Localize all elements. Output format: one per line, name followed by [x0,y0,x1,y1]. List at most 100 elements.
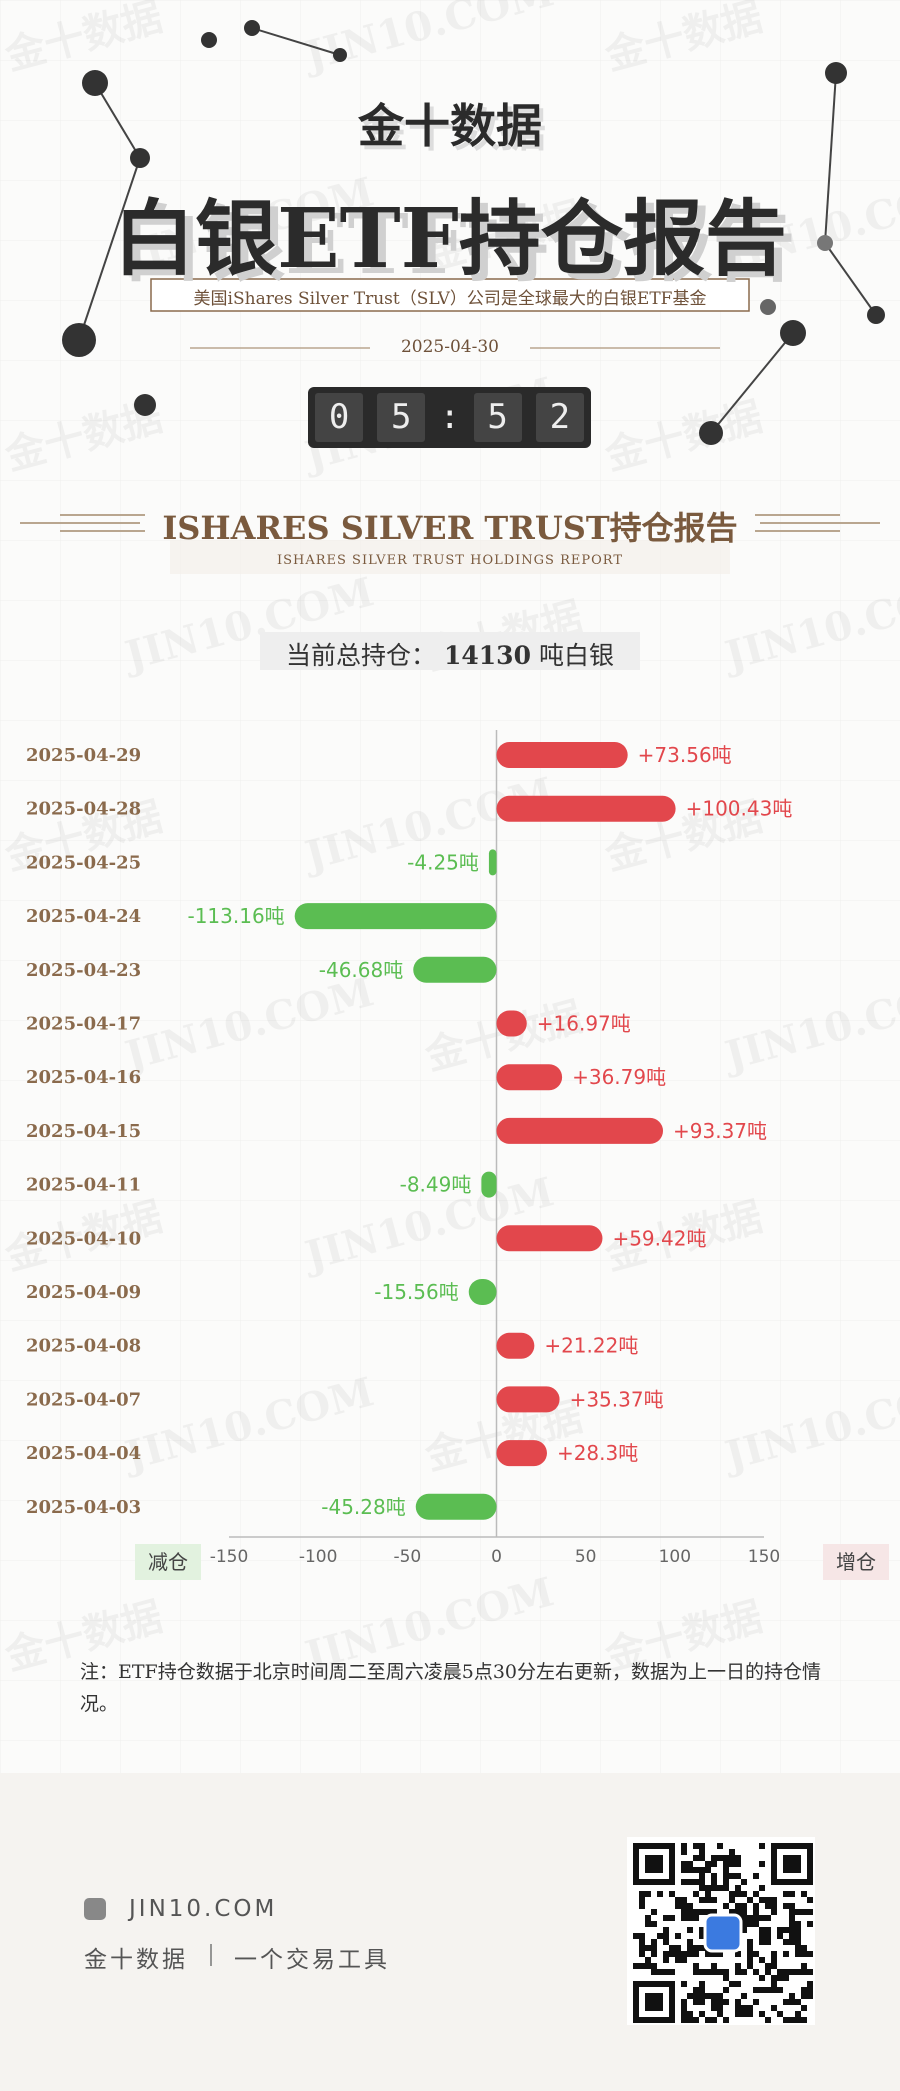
qr-cell [705,1885,711,1891]
bar [496,1117,664,1144]
bar [468,1279,497,1305]
category-label: 2025-04-08 [26,1336,141,1357]
qr-cell [651,1909,657,1915]
qr-finder [783,1855,801,1873]
subtitle: 美国iShares Silver Trust（SLV）公司是全球最大的白银ETF… [193,289,707,309]
qr-cell [771,1903,777,1909]
qr-cell [753,1915,759,1921]
qr-cell [765,2017,771,2023]
qr-cell [675,1903,681,1909]
subtitle-box [150,278,750,312]
category-label: 2025-04-10 [26,1228,141,1249]
qr-cell [795,2011,801,2017]
qr-cell [747,1963,753,1969]
qr-cell [801,2017,807,2023]
qr-cell [711,1873,717,1879]
qr-cell [711,1897,717,1903]
qr-cell [651,1921,657,1927]
qr-cell [729,1891,735,1897]
qr-cell [759,2011,765,2017]
bar [415,1493,497,1520]
qr-cell [801,1963,807,1969]
qr-cell [705,1891,711,1897]
qr-cell [717,1885,723,1891]
qr-cell [681,1915,687,1921]
qr-cell [771,1957,777,1963]
qr-cell [765,1903,771,1909]
qr-cell [663,1933,669,1939]
qr-cell [633,1933,639,1939]
bar [496,1225,603,1252]
qr-cell [747,1951,753,1957]
qr-cell [645,1921,651,1927]
brand: 金十数据 [358,99,542,153]
qr-cell [735,1891,741,1897]
total-value: 14130 [444,641,531,670]
qr-cell [711,2017,717,2023]
qr-cell [759,1933,765,1939]
qr-cell [789,1999,795,2005]
qr-cell [669,1891,675,1897]
qr-cell [693,1987,699,1993]
qr-cell [777,1969,783,1975]
qr-cell [693,1945,699,1951]
qr-cell [699,1987,705,1993]
qr-cell [687,1993,693,1999]
qr-cell [693,1969,699,1975]
category-label: 2025-04-25 [26,852,141,873]
value-label: +73.56吨 [638,743,732,767]
qr-cell [705,1897,711,1903]
qr-cell [645,1915,651,1921]
qr-cell [735,2005,741,2011]
qr-cell [753,1951,759,1957]
qr-cell [723,1969,729,1975]
qr-cell [639,1945,645,1951]
qr-finder [645,1855,663,1873]
x-tick-label: -150 [210,1547,249,1567]
qr-cell [735,1903,741,1909]
qr-cell [645,1963,651,1969]
qr-cell [729,1855,735,1861]
bar [496,1010,527,1037]
qr-cell [699,1909,705,1915]
qr-cell [747,1945,753,1951]
timer-digit: 5 [377,393,426,442]
qr-cell [723,1855,729,1861]
qr-cell [681,1897,687,1903]
qr-cell [687,1915,693,1921]
qr-cell [777,2011,783,2017]
bar [496,1440,547,1467]
qr-cell [693,1891,699,1897]
qr-cell [663,1957,669,1963]
qr-finder [645,1993,663,2011]
decor-lines [78,27,877,434]
qr-cell [735,1981,741,1987]
qr-cell [723,1903,729,1909]
qr-cell [693,1909,699,1915]
qr-cell [759,1915,765,1921]
x-tick-label: 150 [748,1547,780,1567]
qr-cell [669,1915,675,1921]
qr-cell [699,1933,705,1939]
qr-cell [693,1999,699,2005]
qr-cell [795,1999,801,2005]
qr-cell [705,1867,711,1873]
qr-logo [703,1913,743,1953]
qr-cell [681,2017,687,2023]
qr-cell [693,1993,699,1999]
qr-cell [759,1927,765,1933]
qr-cell [765,1915,771,1921]
value-label: -45.28吨 [321,1495,405,1519]
qr-cell [753,1909,759,1915]
total-box [260,632,640,670]
qr-cell [789,1909,795,1915]
qr-cell [807,1909,813,1915]
qr-cell [801,1969,807,1975]
qr-cell [777,1975,783,1981]
qr-cell [723,1999,729,2005]
qr-cell [741,1879,747,1885]
qr-cell [651,1945,657,1951]
qr-cell [687,2017,693,2023]
qr-cell [795,2017,801,2023]
qr-cell [789,1939,795,1945]
